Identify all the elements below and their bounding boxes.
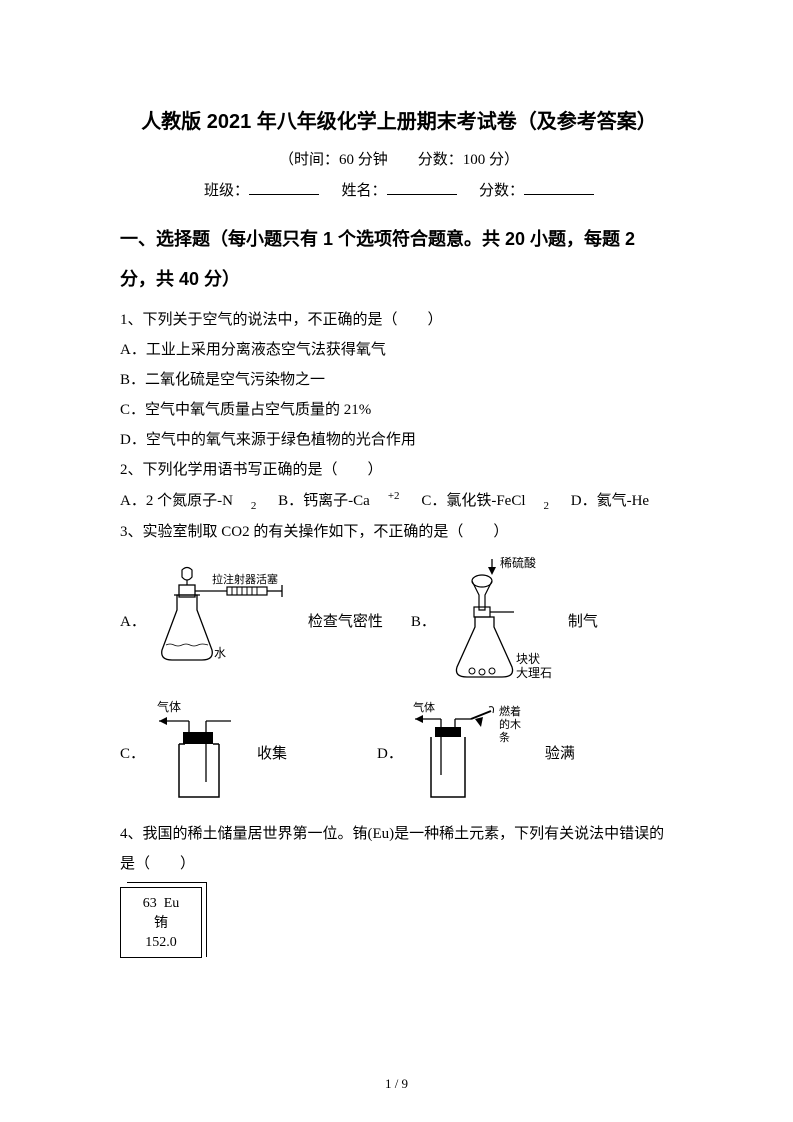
q2: 2、下列化学用语书写正确的是（ ） — [120, 455, 678, 485]
q1-opt-a: A．工业上采用分离液态空气法获得氧气 — [120, 335, 678, 365]
page-title: 人教版 2021 年八年级化学上册期末考试卷（及参考答案） — [120, 105, 678, 134]
q2c-sub: 2 — [544, 500, 550, 512]
fig-d-t1: 气体 — [413, 700, 435, 714]
fig-d-label: D． — [377, 742, 403, 763]
fig-c-t1: 气体 — [157, 699, 181, 714]
element-num: 63 — [143, 896, 157, 911]
element-mass: 152.0 — [125, 933, 197, 953]
q4: 4、我国的稀土储量居世界第一位。铕(Eu)是一种稀土元素，下列有关说法中错误的是… — [120, 819, 678, 879]
q2c-text: C．氯化铁-FeCl — [421, 493, 525, 509]
q1-opt-d: D．空气中的氧气来源于绿色植物的光合作用 — [120, 425, 678, 455]
q2-opt-d: D．氦气-He — [571, 493, 649, 509]
fig-a-diagram: 拉注射器活塞 水 — [152, 565, 302, 675]
fig-row-2: C． 气体 收集 D． 气体 — [120, 697, 678, 807]
exam-page: 人教版 2021 年八年级化学上册期末考试卷（及参考答案） （时间：60 分钟 … — [0, 0, 793, 1122]
q1-opt-b: B．二氧化硫是空气污染物之一 — [120, 365, 678, 395]
fig-d-t3: 的木 — [499, 717, 521, 731]
fig-b-t3: 大理石 — [516, 666, 552, 680]
fig-a-t2: 水 — [214, 646, 226, 660]
fig-b-caption: 制气 — [568, 610, 598, 631]
fig-a-t1: 拉注射器活塞 — [212, 572, 278, 586]
fig-b-diagram: 稀硫酸 块状 大理石 — [442, 555, 562, 685]
q2-opt-c: C．氯化铁-FeCl 2 — [421, 493, 549, 509]
element-box: 63 Eu 铕 152.0 — [120, 887, 202, 958]
fig-d-diagram: 气体 燃着 的木 条 — [409, 697, 539, 807]
class-blank[interactable] — [249, 180, 319, 195]
fig-row-1: A． 拉注射器活塞 水 检查气密性 — [120, 555, 678, 685]
fig-c-diagram: 气体 — [151, 697, 251, 807]
fig-b-t1: 稀硫酸 — [500, 555, 536, 570]
element-row1: 63 Eu — [125, 894, 197, 914]
fig-d-caption: 验满 — [545, 742, 575, 763]
q1-opt-c: C．空气中氧气质量占空气质量的 21% — [120, 395, 678, 425]
fig-a-label: A． — [120, 610, 146, 631]
q2a-sub: 2 — [251, 500, 257, 512]
q2a-text: A．2 个氮原子-N — [120, 493, 233, 509]
q2b-text: B．钙离子-Ca — [278, 493, 370, 509]
score-label: 分数： — [479, 183, 524, 199]
class-label: 班级： — [204, 183, 249, 199]
exam-meta: （时间：60 分钟 分数：100 分） — [120, 148, 678, 169]
page-number: 1 / 9 — [0, 1076, 793, 1092]
score-blank[interactable] — [524, 180, 594, 195]
fig-d-t2: 燃着 — [499, 704, 521, 718]
element-sym: Eu — [164, 896, 180, 911]
fill-row: 班级： 姓名： 分数： — [120, 179, 678, 200]
fig-b-t2: 块状 — [516, 652, 540, 666]
fig-d-t4: 条 — [499, 730, 510, 744]
section-heading: 一、选择题（每小题只有 1 个选项符合题意。共 20 小题，每题 2 分，共 4… — [120, 220, 678, 299]
section-line2: 分，共 40 分） — [120, 269, 240, 289]
fig-a-caption: 检查气密性 — [308, 610, 383, 631]
q2-options: A．2 个氮原子-N 2 B．钙离子-Ca +2 C．氯化铁-FeCl 2 D．氦气-… — [120, 485, 678, 517]
element-name: 铕 — [125, 914, 197, 934]
name-label: 姓名： — [341, 183, 386, 199]
q3: 3、实验室制取 CO2 的有关操作如下，不正确的是（ ） — [120, 517, 678, 547]
q2-opt-a: A．2 个氮原子-N 2 — [120, 493, 256, 509]
fig-c-label: C． — [120, 742, 145, 763]
fig-b-label: B． — [411, 610, 436, 631]
q2b-sup: +2 — [388, 490, 400, 502]
q1: 1、下列关于空气的说法中，不正确的是（ ） — [120, 305, 678, 335]
fig-c-caption: 收集 — [257, 742, 287, 763]
section-line1: 一、选择题（每小题只有 1 个选项符合题意。共 20 小题，每题 2 — [120, 229, 635, 249]
name-blank[interactable] — [387, 180, 457, 195]
q2-opt-b: B．钙离子-Ca +2 — [278, 493, 399, 509]
